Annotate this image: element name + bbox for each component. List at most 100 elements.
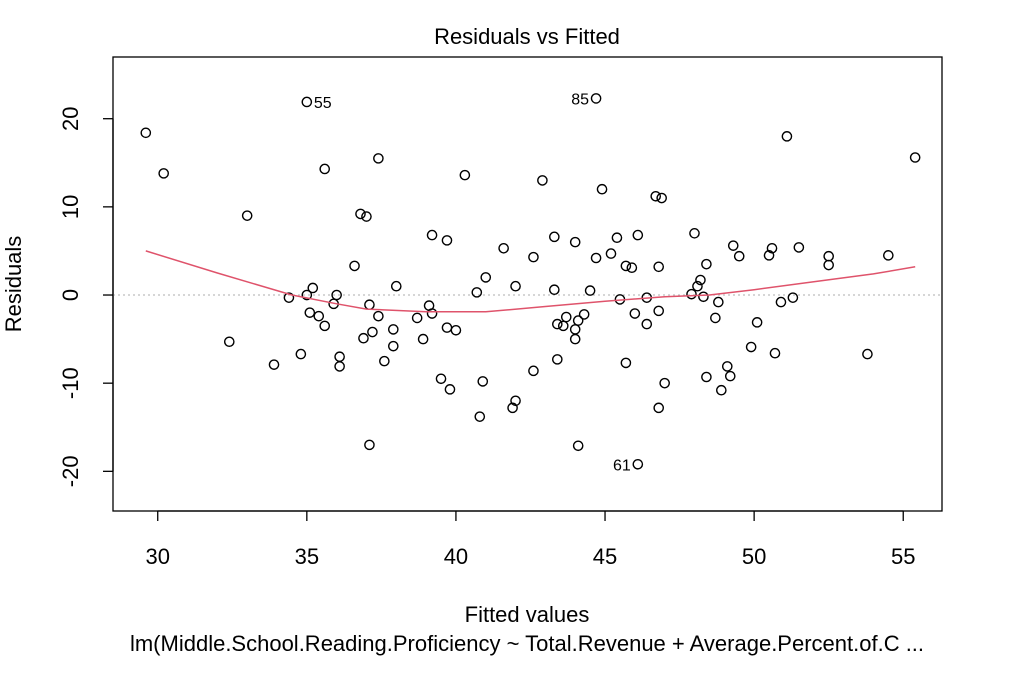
data-point (268, 359, 280, 370)
data-point (313, 310, 325, 322)
data-point (459, 169, 471, 181)
data-point (304, 307, 316, 318)
data-point (364, 439, 375, 451)
data-point (319, 163, 331, 175)
data-point (331, 289, 342, 301)
data-point (158, 168, 169, 179)
data-point (444, 384, 456, 395)
data-point (793, 242, 805, 253)
data-point (620, 260, 632, 272)
data-point (584, 285, 596, 296)
data-point (471, 287, 483, 298)
data-point (307, 282, 319, 294)
data-point (578, 309, 590, 320)
data-point (319, 320, 331, 332)
data-point (572, 440, 584, 452)
data-point (590, 93, 602, 104)
data-point (367, 326, 378, 338)
data-point (692, 280, 703, 292)
data-point (334, 351, 345, 363)
x-tick-label: 55 (891, 544, 915, 569)
data-point (358, 332, 369, 344)
data-point (507, 402, 518, 414)
data-point (477, 376, 489, 387)
y-tick-label: 0 (58, 289, 83, 301)
data-point (653, 261, 665, 273)
data-point (557, 320, 569, 332)
data-point (590, 252, 602, 264)
data-point (883, 250, 894, 261)
data-point (632, 458, 644, 470)
data-point (450, 324, 462, 336)
data-point (733, 250, 745, 262)
data-point (560, 311, 572, 323)
x-tick-label: 50 (742, 544, 766, 569)
x-tick-label: 40 (444, 544, 468, 569)
data-point (781, 131, 793, 142)
data-point (775, 296, 787, 308)
data-point (549, 284, 560, 296)
data-point (349, 260, 360, 272)
data-point (283, 292, 295, 303)
data-point (727, 240, 739, 251)
data-point (301, 96, 313, 108)
data-point (710, 312, 721, 324)
data-point (480, 272, 492, 283)
x-axis-label: Fitted values (465, 602, 590, 627)
data-point (241, 210, 253, 221)
data-point (626, 262, 638, 273)
data-point (659, 377, 670, 389)
data-point (769, 347, 781, 359)
data-point (641, 318, 653, 330)
data-point (605, 248, 617, 259)
data-point (569, 333, 581, 345)
data-point (823, 250, 834, 262)
smooth-line (145, 250, 916, 313)
data-point (787, 292, 799, 303)
data-point (528, 365, 539, 377)
data-point (301, 289, 313, 301)
data-point (713, 296, 724, 308)
data-point (632, 229, 644, 241)
chart-title: Residuals vs Fitted (434, 24, 620, 49)
data-point (721, 361, 733, 372)
data-point (650, 190, 662, 202)
data-point (724, 370, 736, 382)
data-point (909, 152, 921, 163)
y-axis: -20 -10 0 10 20 (58, 106, 114, 487)
data-point (552, 354, 563, 365)
data-point (355, 208, 366, 220)
outlier-label: 55 (314, 95, 332, 112)
data-point (295, 348, 307, 360)
data-point (701, 371, 712, 383)
data-point (751, 317, 763, 328)
data-point (569, 324, 581, 335)
data-point (552, 318, 563, 330)
data-point (498, 242, 509, 254)
data-point (373, 310, 384, 322)
data-point (695, 274, 706, 286)
data-point (510, 280, 521, 292)
x-tick-label: 35 (295, 544, 319, 569)
data-point (510, 395, 521, 407)
data-point (689, 228, 700, 239)
data-point (379, 355, 390, 367)
y-tick-label: -10 (58, 367, 83, 399)
y-tick-label: 10 (58, 195, 83, 219)
data-point (572, 315, 584, 326)
y-tick-label: 20 (58, 106, 83, 130)
data-point (373, 153, 384, 164)
data-point (441, 235, 453, 246)
x-tick-label: 45 (593, 544, 617, 569)
data-point (569, 236, 581, 248)
data-point (701, 258, 712, 270)
data-point (653, 305, 665, 317)
data-point (620, 357, 632, 369)
data-point (528, 251, 539, 263)
model-formula-subtitle: lm(Middle.School.Reading.Proficiency ~ T… (130, 631, 924, 656)
data-point (388, 340, 399, 352)
data-point (441, 322, 453, 333)
data-point (629, 308, 641, 319)
x-axis: 30 35 40 45 50 55 (145, 510, 915, 569)
plot-area: 55 85 61 (112, 56, 943, 512)
